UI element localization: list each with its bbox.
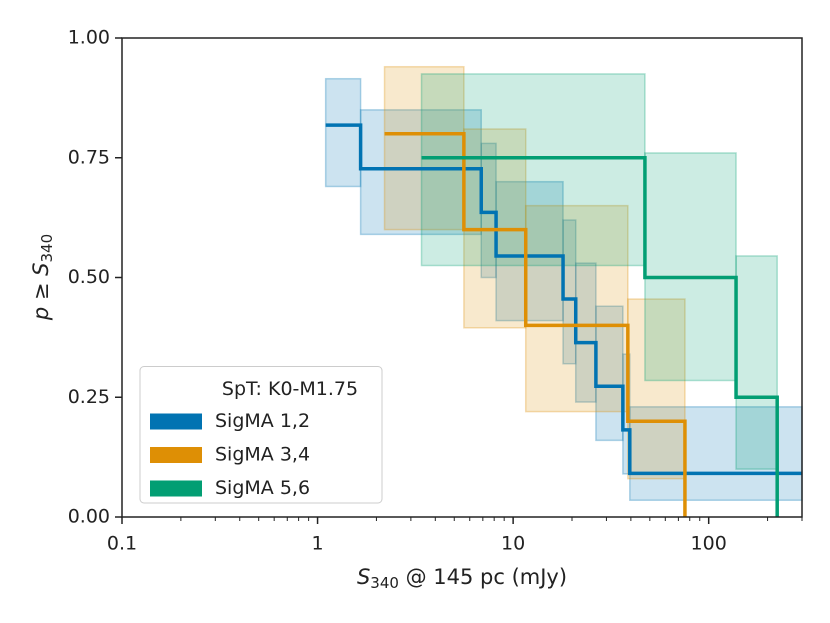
legend-swatch [150, 480, 202, 497]
step-line [325, 123, 802, 476]
step-line [421, 156, 779, 517]
confidence-band [627, 298, 686, 480]
x-label-text: @ 145 pc (mJy) [399, 565, 567, 589]
confidence-band [383, 65, 465, 231]
y-label-subscript: 340 [38, 234, 56, 263]
y-label-symbol: p [29, 307, 53, 321]
legend-label: SigMA 3,4 [215, 444, 310, 466]
legend-title: SpT: K0-M1.75 [222, 378, 358, 400]
y-tick-label: 1.00 [68, 27, 110, 49]
step-line [384, 132, 687, 517]
y-axis-label: p ≥ S340 [29, 234, 56, 321]
legend-swatch [150, 447, 202, 463]
y-label-text: ≥ [29, 276, 53, 307]
x-label-subscript: 340 [370, 574, 399, 592]
confidence-band [595, 305, 624, 442]
legend-swatch [150, 413, 202, 430]
y-tick-label: 0.75 [68, 146, 110, 168]
legend: SpT: K0-M1.75 SigMA 1,2 SigMA 3,4 SigMA 5,6 [139, 366, 383, 504]
confidence-band [735, 255, 778, 470]
confidence-band [359, 109, 482, 236]
y-tick-label: 0.00 [68, 506, 110, 528]
confidence-band [324, 77, 362, 188]
confidence-band [495, 180, 564, 322]
x-axis-label: S340 @ 145 pc (mJy) [357, 565, 567, 592]
x-tick-label: 100 [691, 533, 727, 555]
x-tick-label: 1 [312, 533, 324, 555]
x-tick-label: 10 [501, 533, 525, 555]
y-tick-label: 0.50 [68, 266, 110, 288]
legend-box [139, 366, 383, 504]
y-label-symbol2: S [29, 263, 53, 276]
x-tick-label: 0.1 [107, 533, 137, 555]
y-tick-label: 0.25 [68, 386, 110, 408]
legend-label: SigMA 5,6 [215, 477, 310, 499]
x-label-symbol: S [357, 565, 370, 589]
confidence-band [644, 152, 737, 382]
legend-label: SigMA 1,2 [215, 410, 310, 432]
